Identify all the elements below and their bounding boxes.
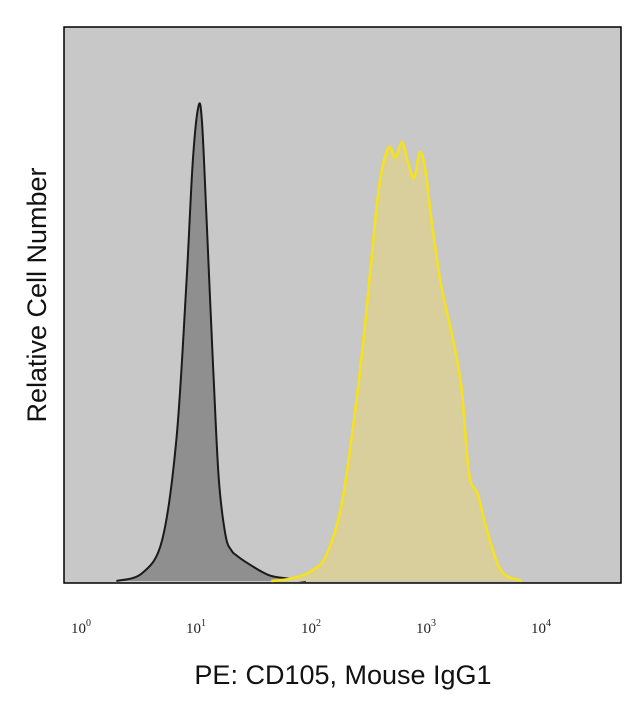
x-tick-label-3: 103 <box>416 618 436 637</box>
y-axis-title: Relative Cell Number <box>22 167 52 422</box>
histogram-area-2 <box>271 142 522 581</box>
histogram-line-2 <box>271 141 523 583</box>
x-tick-labels: 100 101 102 103 104 <box>71 618 551 637</box>
plot-area <box>63 26 622 584</box>
histogram-series-group <box>116 102 523 583</box>
histogram-line-1 <box>116 102 307 582</box>
x-tick-label-1: 101 <box>186 618 206 637</box>
x-tick-label-4: 104 <box>531 618 551 637</box>
x-tick-label-0: 100 <box>71 618 91 637</box>
x-tick-label-2: 102 <box>301 618 321 637</box>
x-axis-title: PE: CD105, Mouse IgG1 <box>194 660 491 690</box>
